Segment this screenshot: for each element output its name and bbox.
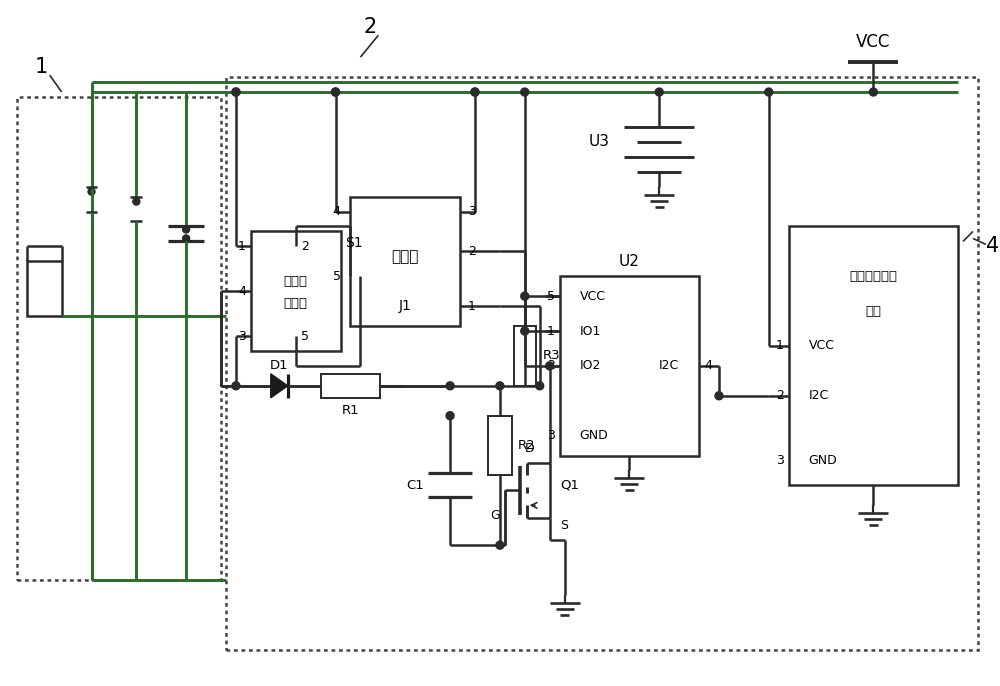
Circle shape [496, 541, 504, 549]
Circle shape [546, 362, 554, 370]
Text: IO2: IO2 [580, 359, 601, 372]
Text: 1: 1 [238, 240, 246, 253]
Text: 5: 5 [547, 289, 555, 303]
Bar [350, 197, 460, 326]
Polygon shape [271, 374, 288, 398]
Circle shape [655, 88, 663, 96]
Text: S1: S1 [345, 237, 363, 250]
Text: R2: R2 [518, 439, 535, 452]
Bar [488, 416, 512, 475]
Circle shape [521, 327, 529, 335]
Text: VCC: VCC [809, 340, 835, 353]
Text: 3: 3 [468, 205, 476, 218]
Text: D: D [525, 442, 535, 455]
Circle shape [183, 226, 190, 233]
Text: G: G [490, 509, 500, 522]
Text: 5: 5 [301, 329, 309, 342]
Text: 2: 2 [776, 389, 784, 402]
Text: J1: J1 [399, 299, 412, 313]
Text: 3: 3 [776, 454, 784, 467]
Text: 3: 3 [547, 429, 555, 442]
Text: Q1: Q1 [560, 479, 579, 492]
Circle shape [88, 188, 95, 195]
Circle shape [521, 292, 529, 300]
Circle shape [765, 88, 773, 96]
Circle shape [133, 198, 140, 205]
Circle shape [521, 88, 529, 96]
Text: R1: R1 [342, 404, 359, 417]
Text: VCC: VCC [580, 289, 606, 303]
Text: 1: 1 [776, 340, 784, 353]
Circle shape [183, 235, 190, 242]
Text: 2: 2 [301, 240, 309, 253]
Text: 双路电: 双路电 [284, 275, 308, 287]
Text: D1: D1 [269, 359, 288, 372]
Circle shape [869, 88, 877, 96]
Text: 子开关: 子开关 [284, 296, 308, 309]
Text: 1: 1 [547, 324, 555, 338]
Circle shape [332, 88, 340, 96]
Text: S: S [561, 519, 569, 532]
Bar [789, 226, 958, 486]
Text: R3: R3 [543, 349, 560, 362]
Text: 2: 2 [547, 359, 555, 372]
Circle shape [232, 88, 240, 96]
Text: 1: 1 [468, 300, 476, 313]
Text: 3: 3 [238, 329, 246, 342]
Bar [17, 97, 221, 580]
Text: 4: 4 [986, 237, 999, 257]
Text: 5: 5 [333, 270, 341, 283]
Text: C1: C1 [406, 479, 424, 492]
Text: GND: GND [580, 429, 608, 442]
Text: 4: 4 [704, 359, 712, 372]
Text: 2: 2 [364, 17, 377, 37]
Text: U2: U2 [619, 254, 640, 269]
Text: 数据销毁控制: 数据销毁控制 [849, 270, 897, 283]
Text: 4: 4 [333, 205, 341, 218]
Text: IO1: IO1 [580, 324, 601, 338]
Circle shape [496, 382, 504, 390]
Text: 模块: 模块 [865, 305, 881, 318]
Text: 继电器: 继电器 [392, 249, 419, 264]
Circle shape [446, 382, 454, 390]
Bar [321, 374, 380, 398]
Circle shape [446, 412, 454, 420]
Circle shape [536, 382, 544, 390]
Bar [251, 231, 341, 351]
Circle shape [232, 88, 240, 96]
Circle shape [471, 88, 479, 96]
Bar [514, 326, 536, 386]
Text: U3: U3 [588, 134, 609, 150]
Text: VCC: VCC [856, 33, 891, 51]
Text: I2C: I2C [659, 359, 679, 372]
Circle shape [332, 88, 340, 96]
Circle shape [232, 382, 240, 390]
Text: 1: 1 [35, 57, 48, 77]
Text: I2C: I2C [809, 389, 829, 402]
Text: 4: 4 [238, 285, 246, 298]
Bar [560, 276, 699, 456]
Bar [27, 261, 62, 316]
Text: 2: 2 [468, 245, 476, 258]
Bar [226, 77, 978, 650]
Circle shape [715, 392, 723, 400]
Text: GND: GND [809, 454, 837, 467]
Circle shape [471, 88, 479, 96]
